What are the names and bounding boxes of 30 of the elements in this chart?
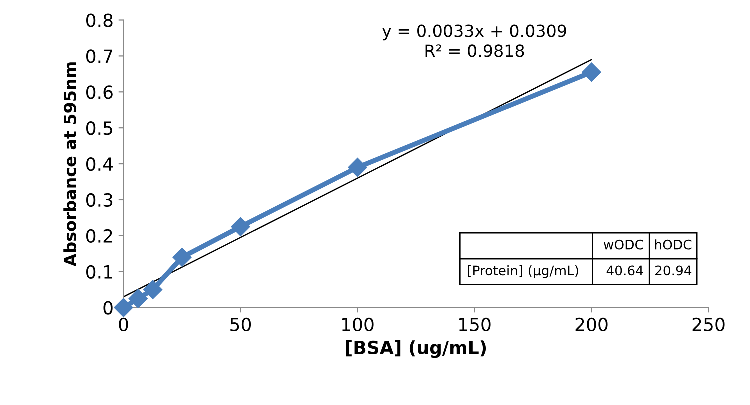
x-tick-label: 100 — [342, 318, 374, 332]
x-axis-title: [BSA] (ug/mL) — [346, 340, 486, 358]
point — [231, 217, 250, 236]
annotation: 40.64 — [606, 266, 644, 276]
point — [172, 248, 192, 268]
y-tick-label: 0.8 — [86, 14, 113, 28]
annotation: y = 0.0033x + 0.0309 R² = 0.9818 — [382, 24, 566, 58]
x-tick-label: 250 — [692, 318, 725, 332]
annotation: wODC — [604, 240, 644, 250]
x-tick-label: 0 — [119, 318, 128, 332]
point — [128, 289, 148, 308]
annotation: [Protein] (µg/mL) — [468, 265, 578, 278]
x-tick-label: 150 — [460, 318, 491, 332]
annotation: hODC — [655, 240, 692, 250]
point — [582, 62, 602, 82]
point — [114, 298, 134, 318]
y-tick-label: 0.5 — [86, 122, 112, 136]
y-tick-label: 0.1 — [86, 265, 112, 279]
point — [143, 280, 163, 300]
point — [348, 158, 368, 178]
x-tick-label: 50 — [230, 318, 252, 332]
y-tick-label: 0.7 — [86, 50, 112, 64]
y-tick-label: 0.4 — [86, 157, 114, 172]
y-tick-label: 0.3 — [86, 193, 113, 208]
annotation: 20.94 — [656, 266, 692, 276]
x-tick-label: 200 — [576, 318, 608, 332]
y-tick-label: 0.2 — [86, 229, 112, 244]
y-tick-label: 0.6 — [86, 86, 113, 100]
y-axis-title: Absorbance at 595nm — [64, 62, 77, 267]
y-tick-label: 0 — [104, 301, 113, 315]
